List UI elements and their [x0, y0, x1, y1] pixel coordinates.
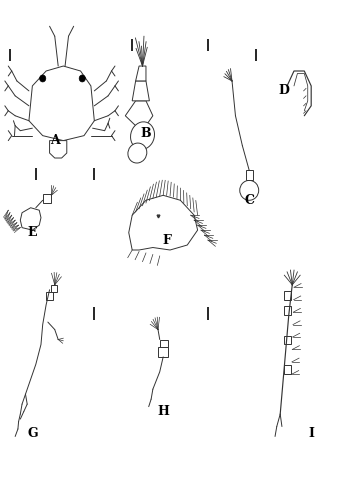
Polygon shape — [132, 81, 150, 101]
Polygon shape — [129, 196, 197, 250]
Bar — [158, 347, 168, 357]
Ellipse shape — [128, 143, 147, 163]
Ellipse shape — [240, 180, 259, 201]
Text: B: B — [141, 126, 151, 140]
Polygon shape — [136, 66, 146, 81]
Text: C: C — [244, 194, 254, 207]
Bar — [283, 291, 291, 300]
Polygon shape — [50, 140, 67, 158]
Text: E: E — [28, 226, 37, 239]
Ellipse shape — [130, 122, 154, 150]
Text: I: I — [308, 428, 314, 440]
Bar — [283, 306, 291, 314]
Polygon shape — [29, 66, 94, 140]
Text: H: H — [157, 405, 169, 418]
Text: A: A — [50, 134, 60, 147]
Polygon shape — [125, 101, 153, 126]
Polygon shape — [20, 208, 41, 230]
Bar — [46, 292, 53, 300]
Bar — [283, 366, 291, 374]
Ellipse shape — [79, 75, 85, 82]
Text: F: F — [162, 234, 171, 246]
Bar — [160, 340, 168, 347]
Text: D: D — [278, 84, 289, 98]
Ellipse shape — [40, 75, 46, 82]
Bar — [246, 170, 253, 180]
Bar — [283, 336, 291, 344]
Bar — [43, 194, 51, 203]
Bar — [51, 285, 58, 292]
Text: G: G — [27, 428, 38, 440]
